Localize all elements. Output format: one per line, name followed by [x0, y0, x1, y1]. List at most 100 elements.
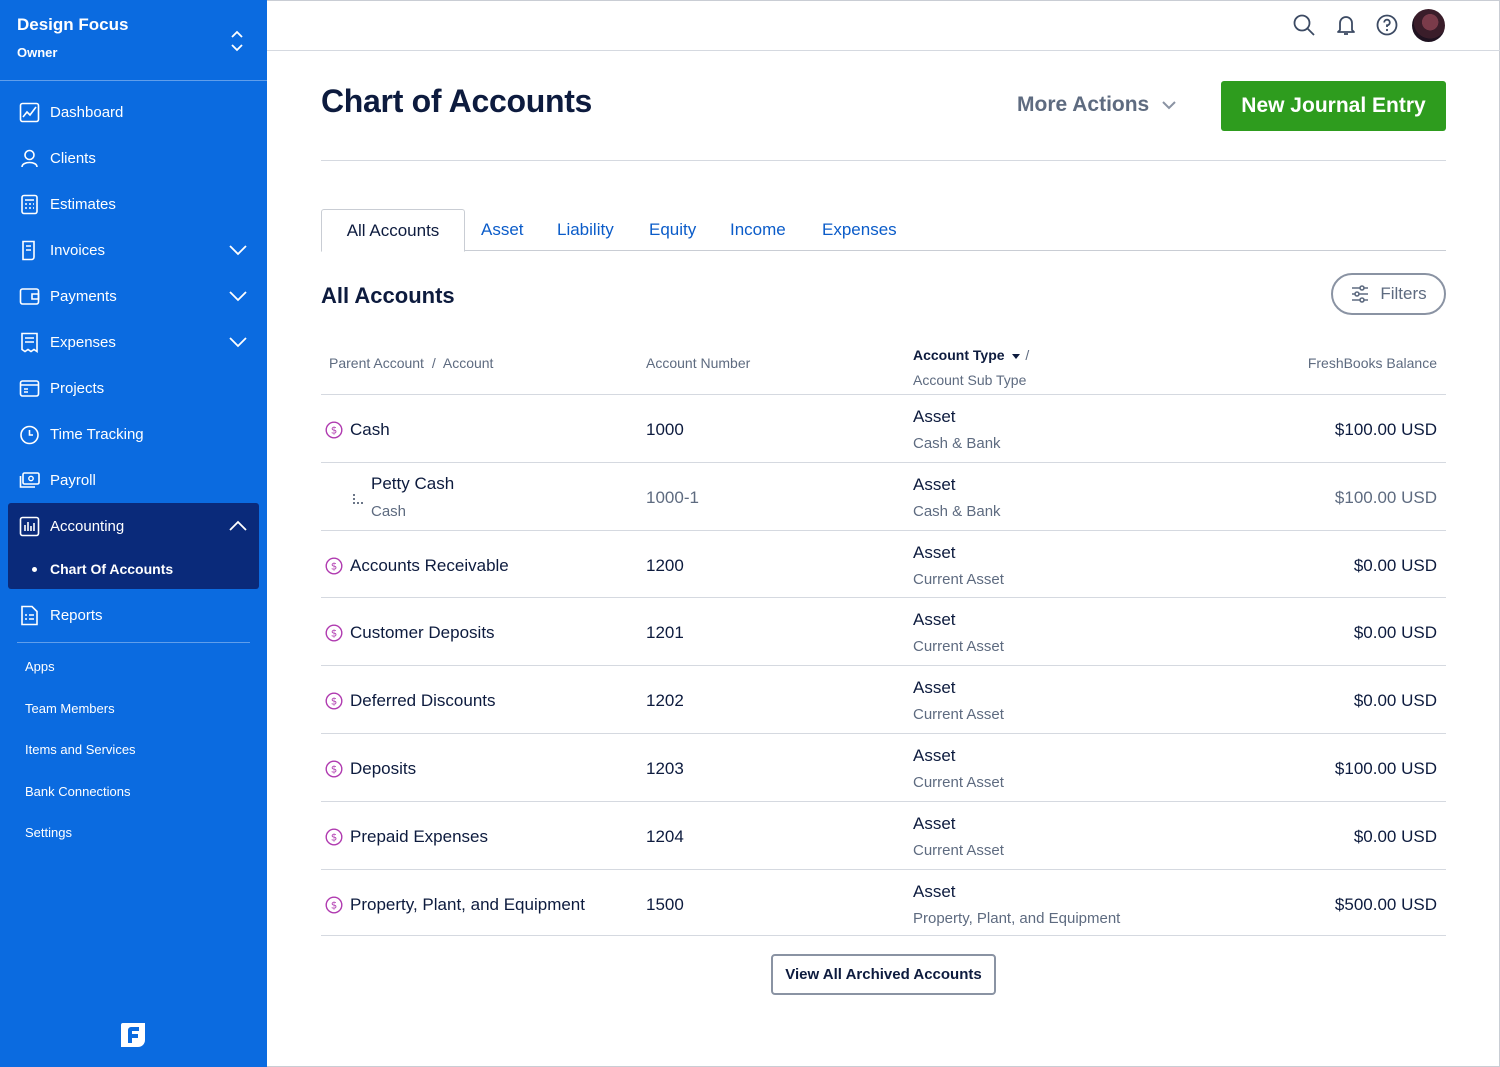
- dollar-circle-icon: $: [325, 624, 343, 642]
- chevron-down-icon[interactable]: [228, 333, 248, 351]
- new-journal-entry-button[interactable]: New Journal Entry: [1221, 81, 1446, 131]
- sidebar-item-estimates[interactable]: Estimates: [0, 181, 267, 227]
- sidebar: Design Focus Owner Dashboard Clients Est…: [0, 0, 267, 1067]
- section-title: All Accounts: [321, 283, 455, 308]
- sidebar-divider: [17, 642, 250, 643]
- account-type: Asset: [913, 474, 956, 494]
- clients-icon: [21, 149, 38, 167]
- account-balance: $0.00 USD: [1353, 623, 1437, 643]
- sidebar-item-invoices[interactable]: Invoices: [0, 227, 267, 273]
- filters-label: Filters: [1380, 284, 1427, 303]
- dollar-circle-icon: $: [325, 557, 343, 575]
- payroll-icon: [19, 471, 40, 488]
- projects-icon: [19, 379, 40, 397]
- parent-account-name: Cash: [371, 502, 407, 520]
- header-account-type[interactable]: Account Type: [913, 347, 1005, 363]
- expenses-icon: [21, 332, 38, 353]
- account-balance: $0.00 USD: [1353, 691, 1437, 711]
- dollar-circle-icon: $: [325, 896, 343, 914]
- more-actions-label: More Actions: [1017, 93, 1150, 116]
- account-type: Asset: [913, 407, 956, 426]
- accounting-section: Accounting Chart Of Accounts: [8, 503, 259, 589]
- sidebar-link-apps[interactable]: Apps: [25, 659, 55, 675]
- table-row[interactable]: Petty Cash Cash 1000-1 Asset Cash & Bank…: [321, 461, 1446, 530]
- table-row[interactable]: $ Deferred Discounts 1202 Asset Current …: [321, 665, 1446, 733]
- tab-income[interactable]: Income: [730, 220, 786, 239]
- sidebar-item-reports[interactable]: Reports: [0, 592, 267, 638]
- dollar-circle-icon: $: [325, 760, 343, 778]
- svg-text:$: $: [331, 697, 337, 708]
- sidebar-item-dashboard[interactable]: Dashboard: [0, 89, 267, 135]
- help-icon[interactable]: [1375, 13, 1399, 37]
- table-row[interactable]: $ Cash 1000 Asset Cash & Bank $100.00 US…: [321, 394, 1446, 462]
- business-switcher[interactable]: Design Focus Owner: [0, 0, 267, 81]
- sidebar-link-items-and-services[interactable]: Items and Services: [25, 742, 136, 758]
- payments-icon: [19, 287, 40, 305]
- account-name: Customer Deposits: [350, 623, 495, 643]
- sidebar-item-label: Time Tracking: [50, 425, 144, 443]
- switch-chevrons-icon[interactable]: [227, 28, 247, 54]
- sidebar-item-projects[interactable]: Projects: [0, 365, 267, 411]
- reports-icon: [21, 605, 38, 625]
- chevron-down-icon[interactable]: [228, 287, 248, 305]
- tab-liability[interactable]: Liability: [557, 220, 614, 239]
- account-balance: $0.00 USD: [1353, 555, 1437, 575]
- account-type: Asset: [913, 678, 956, 698]
- tab-expenses[interactable]: Expenses: [822, 220, 897, 239]
- account-type: Asset: [913, 745, 956, 765]
- sidebar-nav: Dashboard Clients Estimates Invoices Pay…: [0, 89, 267, 854]
- sidebar-item-clients[interactable]: Clients: [0, 135, 267, 181]
- bell-icon[interactable]: [1334, 13, 1358, 37]
- account-sub-type: Current Asset: [913, 570, 1004, 588]
- column-header-account-type[interactable]: Account Type /: [913, 347, 1029, 363]
- tab-equity[interactable]: Equity: [649, 220, 697, 239]
- chevron-up-icon[interactable]: [228, 517, 248, 535]
- search-icon[interactable]: [1292, 13, 1316, 37]
- account-sub-type: Property, Plant, and Equipment: [913, 909, 1121, 927]
- avatar[interactable]: [1412, 9, 1445, 42]
- tab-all-accounts[interactable]: All Accounts: [321, 209, 465, 252]
- more-actions-dropdown[interactable]: More Actions: [1017, 93, 1177, 117]
- account-sub-type: Current Asset: [913, 773, 1004, 791]
- sidebar-item-time-tracking[interactable]: Time Tracking: [0, 411, 267, 457]
- account-number: 1202: [646, 691, 684, 711]
- sidebar-subitem-chart-of-accounts[interactable]: Chart Of Accounts: [8, 549, 259, 589]
- sidebar-item-label: Estimates: [50, 195, 116, 213]
- filters-button[interactable]: Filters: [1331, 273, 1446, 315]
- tab-asset[interactable]: Asset: [481, 220, 524, 239]
- chevron-down-icon[interactable]: [228, 241, 248, 259]
- sidebar-item-accounting[interactable]: Accounting: [8, 503, 259, 549]
- business-role: Owner: [17, 45, 58, 60]
- view-archived-accounts-button[interactable]: View All Archived Accounts: [771, 954, 996, 995]
- table-row[interactable]: $ Property, Plant, and Equipment 1500 As…: [321, 868, 1446, 937]
- account-sub-type: Current Asset: [913, 706, 1004, 724]
- table-row[interactable]: $ Prepaid Expenses 1204 Asset Current As…: [321, 800, 1446, 869]
- sliders-icon: [1352, 285, 1369, 303]
- dollar-circle-icon: $: [325, 421, 343, 439]
- sidebar-item-label: Clients: [50, 149, 96, 167]
- sidebar-item-label: Accounting: [50, 517, 125, 535]
- sidebar-item-expenses[interactable]: Expenses: [0, 319, 267, 365]
- header-parent-account: Parent Account: [329, 355, 424, 371]
- sidebar-item-payments[interactable]: Payments: [0, 273, 267, 319]
- clock-icon: [20, 425, 39, 444]
- sidebar-link-bank-connections[interactable]: Bank Connections: [25, 783, 131, 799]
- table-row[interactable]: $ Customer Deposits 1201 Asset Current A…: [321, 597, 1446, 665]
- table-row[interactable]: $ Deposits 1203 Asset Current Asset $100…: [321, 732, 1446, 801]
- table-row[interactable]: $ Accounts Receivable 1200 Asset Current…: [321, 529, 1446, 598]
- account-type: Asset: [913, 881, 956, 901]
- freshbooks-logo-icon[interactable]: [118, 1020, 148, 1050]
- account-number: 1000: [646, 420, 684, 439]
- account-balance: $100.00 USD: [1334, 487, 1437, 507]
- sidebar-subitem-label: Chart Of Accounts: [50, 561, 174, 577]
- column-header-balance: FreshBooks Balance: [1307, 355, 1437, 371]
- sidebar-item-payroll[interactable]: Payroll: [0, 457, 267, 503]
- top-bar: [267, 0, 1500, 51]
- sidebar-link-team-members[interactable]: Team Members: [25, 700, 115, 716]
- sidebar-item-label: Payments: [50, 287, 117, 305]
- sidebar-item-label: Payroll: [50, 471, 96, 489]
- sort-caret-down-icon[interactable]: [1011, 352, 1021, 360]
- sidebar-link-settings[interactable]: Settings: [25, 825, 72, 841]
- account-number: 1201: [646, 623, 684, 643]
- account-balance: $500.00 USD: [1334, 894, 1437, 914]
